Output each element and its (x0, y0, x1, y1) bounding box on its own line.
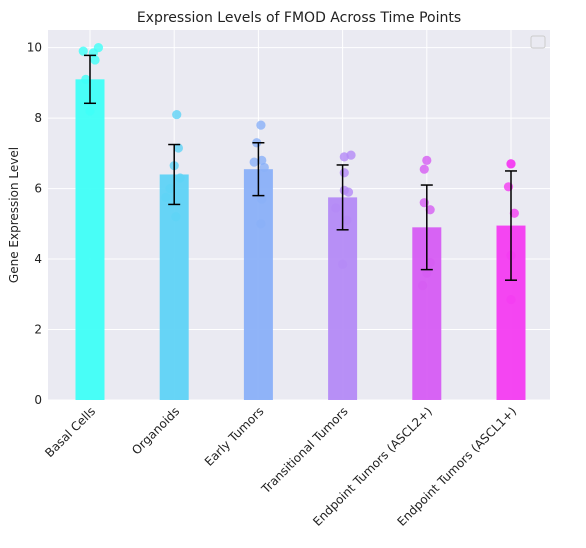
error-bars (84, 54, 517, 281)
x-tick-label: Transitional Tumors (258, 404, 351, 497)
data-point (257, 194, 267, 204)
x-tick-label: Early Tumors (202, 404, 267, 469)
data-point (422, 268, 432, 278)
y-axis-label: Gene Expression Level (7, 147, 21, 283)
data-point (172, 109, 182, 120)
bar (159, 174, 189, 400)
x-tick-label: Organoids (129, 404, 182, 457)
data-point (422, 155, 432, 165)
data-point (173, 143, 184, 153)
data-point (257, 155, 267, 165)
data-point (165, 183, 175, 194)
data-point (419, 164, 429, 174)
data-point (331, 203, 341, 213)
y-tick-label: 8 (34, 111, 42, 125)
data-point (509, 208, 519, 218)
bar (243, 169, 273, 400)
y-tick-label: 2 (34, 323, 42, 337)
x-tick-label: Basal Cells (42, 404, 98, 460)
data-point (171, 212, 181, 222)
data-point (85, 106, 95, 116)
data-point (342, 215, 352, 225)
y-tick-label: 6 (34, 182, 42, 196)
data-point (81, 74, 91, 84)
y-tick-label: 4 (34, 252, 42, 266)
y-tick-label: 10 (27, 41, 42, 55)
data-point (339, 168, 349, 178)
data-point (259, 162, 269, 173)
data-point (175, 173, 185, 183)
data-point (417, 280, 428, 291)
data-point (256, 219, 266, 229)
bar (328, 197, 358, 400)
data-point (506, 159, 516, 169)
data-point (425, 257, 435, 268)
y-tick-label: 0 (34, 393, 42, 407)
bar (75, 79, 105, 400)
x-tick-labels: Basal Cells Organoids Early TumorsTransiti… (42, 404, 519, 529)
chart-title: Expression Levels of FMOD Across Time Po… (137, 10, 461, 26)
data-point (346, 150, 356, 160)
data-point (161, 192, 171, 202)
data-point (339, 185, 349, 195)
data-point (90, 55, 100, 65)
data-point (249, 157, 259, 167)
y-tick-labels: 0 2 4 6 8 10 (27, 41, 42, 407)
data-point (506, 294, 516, 305)
data-point (338, 259, 348, 269)
plot-background (48, 30, 550, 400)
bars (75, 79, 526, 400)
legend-box (530, 35, 546, 49)
data-point (425, 205, 435, 215)
data-point (256, 120, 266, 130)
data-point (78, 46, 88, 56)
